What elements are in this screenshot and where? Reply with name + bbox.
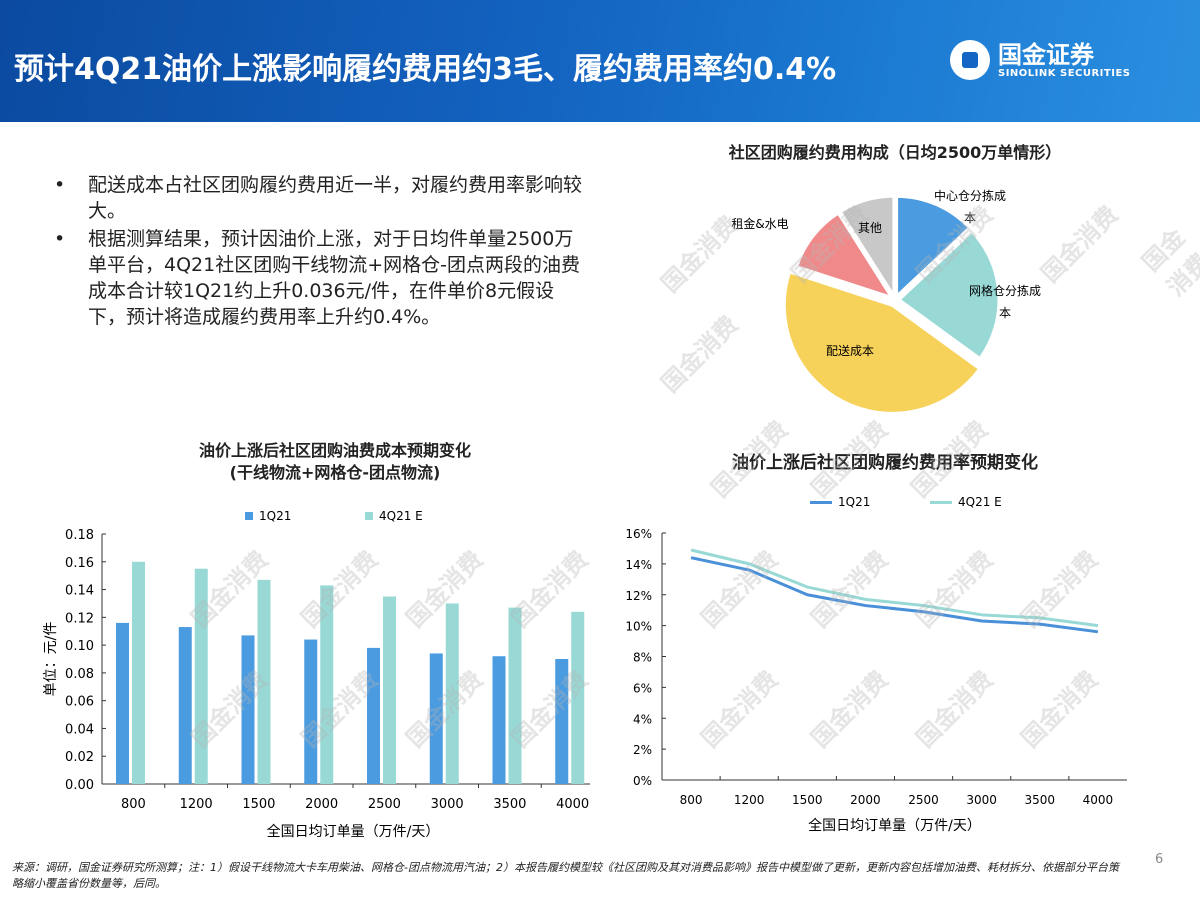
y-tick-label: 2% [633,743,652,757]
x-tick-label: 3500 [1025,793,1056,807]
y-tick-label: 0.10 [65,639,94,654]
legend-label: 1Q21 [838,495,870,509]
y-tick-label: 0.16 [65,556,94,571]
y-axis-label: 单位：元/件 [43,622,59,697]
pie-title: 社区团购履约费用构成（日均2500万单情形） [728,143,1062,162]
bullet-item: 根据测算结果，预计因油价上涨，对于日均件单量2500万单平台，4Q21社区团购干… [50,226,590,330]
y-tick-label: 0.14 [65,584,94,599]
series-line [690,556,1099,634]
legend-label: 4Q21 E [958,495,1002,509]
bar [383,596,396,784]
y-tick-label: 14% [625,558,652,572]
pie-slice [794,211,896,301]
bar [508,607,522,784]
logo: 国金证券 SINOLINK SECURITIES [950,40,1130,80]
bar [132,561,145,784]
legend-swatch [365,512,373,520]
header-band: 预计4Q21油价上涨影响履约费用约3毛、履约费用率约0.4% 国金证券 SINO… [0,0,1200,122]
bar-title: 油价上涨后社区团购油费成本预期变化 (干线物流+网格仓-团点物流) [100,440,570,484]
logo-cn: 国金证券 [998,40,1094,69]
slide-title: 预计4Q21油价上涨影响履约费用约3毛、履约费用率约0.4% [14,52,837,87]
bar [304,639,318,784]
y-tick-label: 0.18 [65,528,94,543]
x-tick-label: 800 [121,797,146,812]
series-line [690,548,1099,628]
y-tick-label: 0.06 [65,695,94,710]
y-tick-label: 16% [625,527,652,541]
y-tick-label: 0.02 [65,750,94,765]
source-note: 来源：调研，国金证券研究所测算；注：1）假设干线物流大卡车用柴油、网格仓-团点物… [12,861,1119,890]
pie-label: 配送成本 [826,343,874,358]
y-tick-label: 0.08 [65,667,94,682]
pie-label-line: 中心仓分拣成 [934,188,1006,203]
bar [571,611,585,784]
bar [194,568,208,784]
x-tick-label: 2000 [305,797,338,812]
legend-swatch [245,512,253,520]
bullet-item: 配送成本占社区团购履约费用近一半，对履约费用率影响较大。 [50,172,590,224]
pie-label: 中心仓分拣成本 [934,188,1006,225]
x-tick-label: 4000 [556,797,589,812]
pie-slice [896,229,1001,361]
x-axis-label: 全国日均订单量（万件/天） [808,817,981,834]
x-tick-label: 1200 [180,797,213,812]
y-tick-label: 10% [625,620,652,634]
y-tick-label: 12% [625,589,652,603]
page-number: 6 [1155,852,1164,867]
y-tick-label: 8% [633,651,652,665]
x-tick-label: 800 [680,793,703,807]
legend-swatch [930,501,952,504]
line-title: 油价上涨后社区团购履约费用率预期变化 [732,453,1038,473]
legend-swatch [810,501,832,504]
bar [429,653,443,784]
x-tick-label: 2000 [850,793,881,807]
pie-slice [782,270,982,415]
bar [178,627,192,784]
x-tick-label: 2500 [908,793,939,807]
y-tick-label: 0.12 [65,611,94,626]
bar [257,579,271,784]
bar [555,659,569,784]
x-tick-label: 1500 [242,797,275,812]
pie-label: 租金&水电 [731,216,788,231]
x-axis-label: 全国日均订单量（万件/天） [267,823,440,840]
bar [367,647,380,784]
y-tick-label: 0.00 [65,778,94,793]
pie-label-line: 本 [999,306,1011,320]
logo-en: SINOLINK SECURITIES [998,67,1131,79]
logo-icon [950,40,990,80]
bullet-list: 配送成本占社区团购履约费用近一半，对履约费用率影响较大。 根据测算结果，预计因油… [50,172,590,332]
x-tick-label: 3000 [431,797,464,812]
x-tick-label: 3000 [966,793,997,807]
bar-chart: 1Q21 4Q21 E 0.00 0.02 0.04 0.06 0.08 0.10 0.12 0.… [43,509,590,840]
y-tick-label: 0% [633,774,652,788]
pie-slice [838,194,896,302]
pie-label-line: 本 [964,211,976,225]
bar [320,585,334,784]
bar [241,635,255,784]
bar-subtitle: (干线物流+网格仓-团点物流) [229,463,441,482]
legend-label: 4Q21 E [379,509,423,523]
pie-label-line: 网格仓分拣成 [969,283,1041,298]
x-tick-label: 1500 [792,793,823,807]
bar [116,622,129,784]
x-tick-label: 1200 [734,793,765,807]
y-tick-label: 4% [633,712,652,726]
legend-label: 1Q21 [259,509,291,523]
bar [492,656,506,784]
x-tick-label: 2500 [368,797,401,812]
y-tick-label: 6% [633,681,652,695]
x-tick-label: 4000 [1083,793,1114,807]
bar [445,603,459,784]
x-tick-label: 3500 [493,797,526,812]
line-chart: 1Q21 4Q21 E 0% 2% 4% 6% 8% 10% 12% 14% 16% 800 1200 1… [625,495,1127,834]
pie-slice [895,194,972,300]
bar-title-main: 油价上涨后社区团购油费成本预期变化 [198,441,471,460]
y-tick-label: 0.04 [65,722,94,737]
pie-label: 其他 [858,221,882,235]
pie-label: 网格仓分拣成本 [969,283,1041,320]
